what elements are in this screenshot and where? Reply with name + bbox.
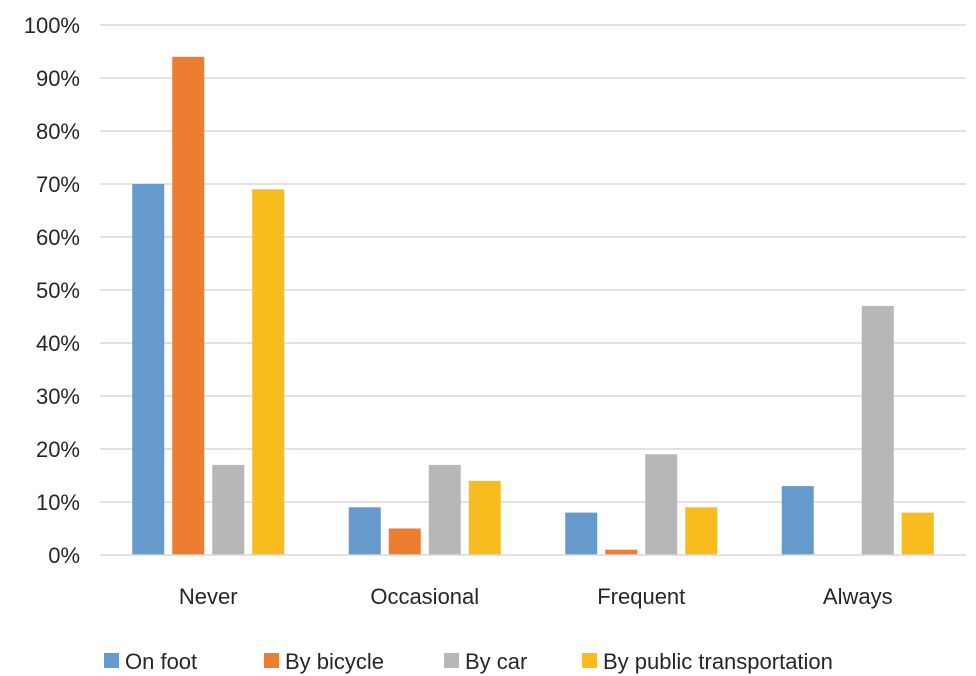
bar-by-bicycle-occasional	[388, 528, 421, 555]
y-tick-label: 0%	[48, 543, 80, 568]
legend-label: On foot	[125, 649, 197, 674]
x-tick-label: Never	[179, 584, 238, 609]
x-axis: Never Occasional Frequent Always	[179, 584, 893, 609]
bar-by-public-transportation-always	[901, 512, 934, 555]
bar-on-foot-never	[132, 184, 165, 555]
legend-swatch	[582, 653, 597, 668]
bar-on-foot-occasional	[348, 507, 381, 555]
y-axis: 0% 10% 20% 30% 40% 50% 60% 70% 80% 90% 100%	[24, 13, 80, 568]
y-tick-label: 30%	[36, 384, 80, 409]
bar-by-public-transportation-frequent	[685, 507, 718, 555]
legend-label: By bicycle	[285, 649, 384, 674]
y-tick-label: 80%	[36, 119, 80, 144]
y-tick-label: 90%	[36, 66, 80, 91]
legend-label: By car	[465, 649, 527, 674]
y-tick-label: 60%	[36, 225, 80, 250]
bars	[132, 56, 934, 556]
x-tick-label: Always	[823, 584, 893, 609]
y-tick-label: 10%	[36, 490, 80, 515]
y-tick-label: 50%	[36, 278, 80, 303]
legend-label: By public transportation	[603, 649, 833, 674]
bar-by-car-always	[861, 305, 894, 555]
gridlines	[100, 24, 966, 503]
bar-on-foot-always	[781, 486, 814, 555]
legend: On foot By bicycle By car By public transpo…	[104, 649, 833, 674]
y-tick-label: 100%	[24, 13, 80, 38]
bar-by-car-never	[212, 464, 245, 555]
bar-by-bicycle-frequent	[605, 549, 638, 555]
bar-by-car-occasional	[428, 464, 461, 555]
y-tick-label: 70%	[36, 172, 80, 197]
legend-swatch	[264, 653, 279, 668]
bar-by-public-transportation-occasional	[468, 480, 501, 555]
bar-by-bicycle-never	[172, 56, 205, 556]
bar-by-public-transportation-never	[252, 189, 285, 556]
x-tick-label: Frequent	[597, 584, 685, 609]
legend-swatch	[104, 653, 119, 668]
y-tick-label: 40%	[36, 331, 80, 356]
bar-by-car-frequent	[645, 454, 678, 555]
bar-on-foot-frequent	[565, 512, 598, 555]
x-tick-label: Occasional	[370, 584, 479, 609]
legend-swatch	[444, 653, 459, 668]
y-tick-label: 20%	[36, 437, 80, 462]
